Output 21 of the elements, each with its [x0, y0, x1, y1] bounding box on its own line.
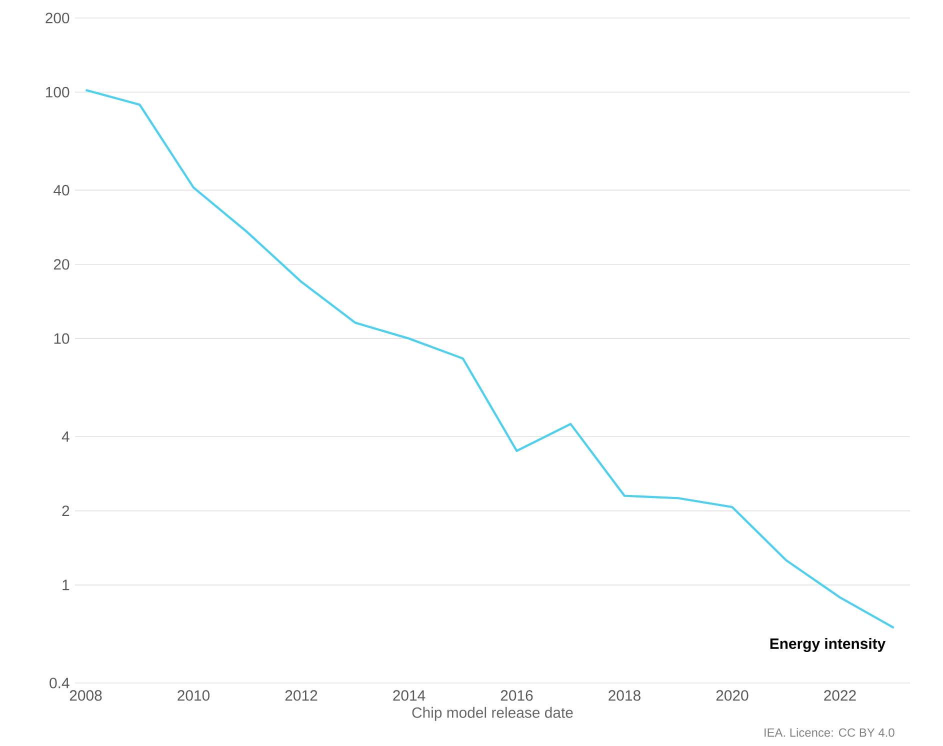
y-tick-label: 200 [46, 12, 70, 24]
y-tick-label: 4 [62, 431, 70, 442]
y-tick-label: 0.4 [50, 678, 70, 688]
x-tick-label: 2022 [824, 690, 856, 701]
y-tick-label: 100 [46, 86, 70, 98]
x-tick-label: 2018 [608, 690, 640, 701]
line-series [84, 88, 895, 629]
y-tick-label: 10 [54, 333, 70, 344]
x-tick-label: 2014 [393, 690, 426, 701]
y-tick-label: 2 [62, 506, 70, 516]
x-tick-label: 2016 [500, 690, 533, 701]
y-tick-label: 40 [54, 184, 70, 196]
y-tick-label: 20 [54, 259, 70, 270]
x-tick-label: 2010 [178, 690, 210, 701]
x-axis-title: Chip model release date [412, 706, 573, 721]
y-tick-label: 1 [62, 580, 70, 590]
series-label: Energy intensity [770, 638, 886, 652]
x-tick-label: 2020 [716, 690, 748, 701]
x-tick-label: 2012 [285, 690, 318, 701]
x-tick-label: 2008 [70, 690, 102, 701]
text: IEA. Licence: CC BY 4.0 [764, 728, 894, 737]
